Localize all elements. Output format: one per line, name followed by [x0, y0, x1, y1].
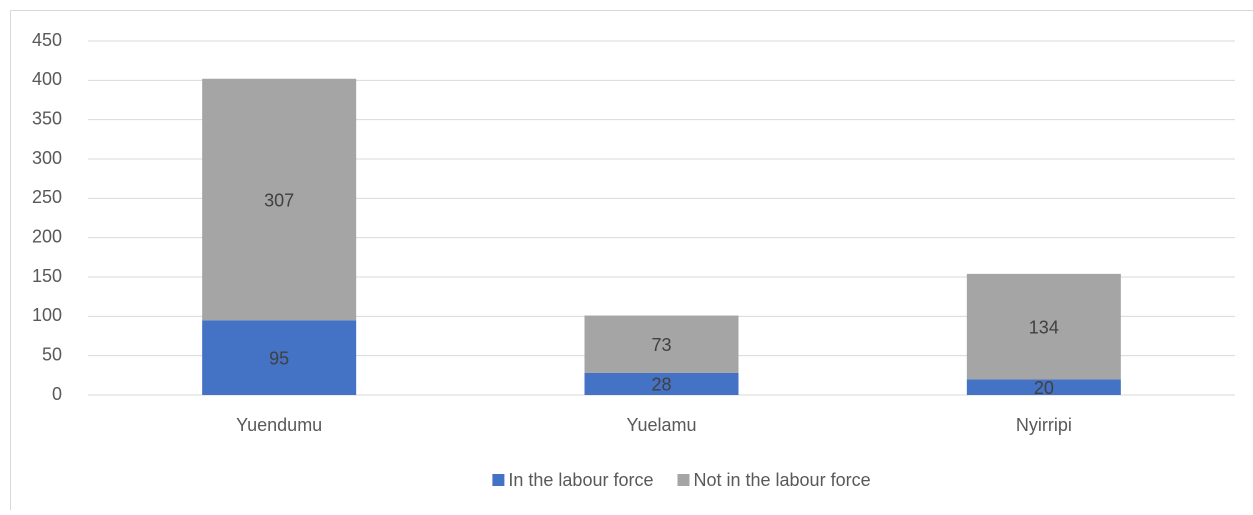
legend-label: Not in the labour force	[693, 470, 870, 490]
legend-label: In the labour force	[508, 470, 653, 490]
data-label: 95	[269, 348, 289, 368]
legend-swatch	[677, 474, 689, 486]
data-label: 20	[1034, 378, 1054, 398]
data-label: 134	[1029, 317, 1059, 337]
y-tick-label: 450	[32, 30, 62, 50]
y-tick-label: 150	[32, 266, 62, 286]
x-tick-label: Yuelamu	[626, 415, 696, 435]
y-tick-label: 350	[32, 108, 62, 128]
x-tick-label: Nyirripi	[1016, 415, 1072, 435]
chart-frame	[11, 11, 1253, 511]
data-label: 307	[264, 190, 294, 210]
legend-swatch	[492, 474, 504, 486]
x-tick-label: Yuendumu	[236, 415, 322, 435]
y-tick-label: 200	[32, 226, 62, 246]
y-tick-label: 250	[32, 187, 62, 207]
y-tick-label: 0	[52, 384, 62, 404]
data-label: 28	[651, 375, 671, 395]
data-label: 73	[651, 335, 671, 355]
y-tick-label: 400	[32, 69, 62, 89]
y-tick-label: 100	[32, 305, 62, 325]
y-tick-label: 50	[42, 344, 62, 364]
y-tick-label: 300	[32, 148, 62, 168]
